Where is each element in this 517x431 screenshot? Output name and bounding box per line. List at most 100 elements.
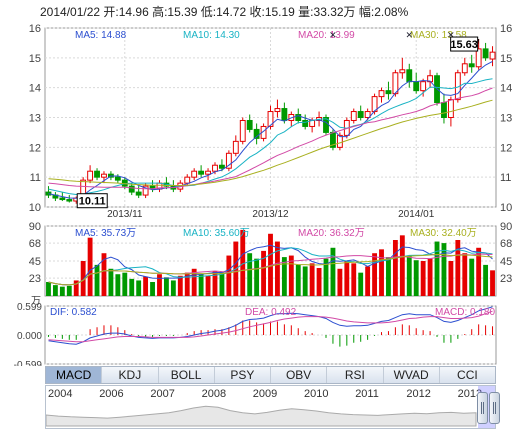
macd-ytick: 0.000 — [17, 331, 42, 342]
volume-bar — [392, 240, 398, 296]
price-ma30-line — [48, 99, 493, 186]
volume-bar — [330, 247, 336, 296]
volume-bar — [212, 271, 218, 296]
volume-bar — [434, 241, 440, 296]
navigator-year-label: 2011 — [355, 388, 379, 400]
navigator-year-label: 2008 — [201, 388, 227, 400]
event-marker: ✕ — [329, 30, 337, 40]
candle-body — [475, 48, 482, 68]
volume-bar — [386, 257, 391, 296]
volume-ma30-line — [48, 253, 493, 286]
volume-ytick-right: 23 — [500, 273, 512, 285]
tab-wvad[interactable]: WVAD — [384, 367, 440, 383]
candle-body — [232, 140, 239, 154]
candle-body — [274, 108, 281, 113]
volume-ytick-right: 90 — [500, 221, 512, 233]
volume-bar — [323, 258, 329, 296]
macd-legend-dea: DEA: 0.492 — [245, 307, 297, 318]
min-price-box — [76, 193, 108, 209]
navigator-range-handles[interactable] — [477, 392, 501, 424]
candle-body — [260, 125, 267, 139]
macd-ytick: -0.599 — [14, 360, 43, 366]
candle-body — [468, 63, 475, 68]
price-summary-header: 2014/01/22 开:14.96 高:15.39 低:14.72 收:15.… — [40, 5, 409, 19]
price-ytick-left: 13 — [29, 113, 41, 125]
tab-psy[interactable]: PSY — [215, 367, 271, 383]
candle-body — [212, 164, 218, 172]
volume-ytick-left: 90 — [29, 221, 41, 233]
volume-bar — [122, 272, 128, 296]
volume-bar — [205, 275, 211, 296]
candle-body — [295, 114, 302, 121]
timeline-navigator[interactable]: 2004 2006 2007 2008 2009 2010 2011 2012 2013 — [45, 385, 496, 429]
candle-body — [101, 173, 107, 178]
macd-panel[interactable]: -0.599 0.000 0.599 DIF: 0.582 DEA: 0.492 MACD… — [14, 302, 497, 366]
candle-body — [441, 102, 447, 119]
price-ytick-left: 11 — [30, 172, 41, 184]
max-price-label: 15.63 — [450, 39, 478, 51]
volume-bar — [344, 261, 350, 296]
event-marker: ✕ — [447, 30, 455, 40]
max-price-pointer — [477, 38, 480, 45]
volume-bar — [379, 249, 384, 296]
volume-bar — [59, 286, 65, 296]
navigator-year-label: 2012 — [406, 388, 431, 400]
volume-bar — [358, 272, 364, 296]
range-end-handle[interactable] — [489, 392, 500, 424]
volume-panel[interactable]: 23 23 45 45 68 68 90 90 万 MA5: 35.73万 MA10: 35.60万… — [29, 221, 513, 307]
macd-legend-dif: DIF: 0.582 — [50, 307, 97, 318]
price-ytick-left: 15 — [29, 53, 41, 65]
volume-bar — [448, 261, 454, 296]
candle-body — [66, 199, 73, 202]
volume-bar — [240, 229, 246, 296]
volume-legend-ma5: MA5: 35.73万 — [75, 228, 136, 239]
candle-body — [281, 108, 288, 121]
candle-body — [246, 119, 253, 130]
candle-body — [350, 111, 357, 121]
volume-bar — [441, 243, 447, 296]
volume-bar — [469, 258, 475, 296]
tab-obv[interactable]: OBV — [271, 367, 328, 383]
range-start-handle[interactable] — [477, 392, 488, 424]
volume-bar — [406, 255, 412, 296]
volume-bar — [101, 253, 107, 296]
candle-body — [364, 111, 371, 118]
navigator-year-label: 2007 — [150, 388, 175, 400]
candle-body — [198, 170, 205, 175]
volume-bar — [73, 280, 79, 296]
min-price-label: 10.11 — [79, 196, 106, 208]
tab-rsi[interactable]: RSI — [327, 367, 384, 383]
candle-body — [205, 170, 211, 175]
volume-legend-ma20: MA20: 36.32万 — [298, 228, 365, 239]
tab-kdj[interactable]: KDJ — [102, 367, 159, 383]
tab-cci[interactable]: CCI — [457, 368, 478, 382]
candle-body — [461, 63, 468, 74]
volume-bar — [365, 266, 371, 296]
volume-bar — [413, 260, 419, 296]
candle-body — [357, 111, 364, 118]
volume-bar — [302, 266, 308, 296]
candle-body — [94, 170, 100, 178]
price-panel[interactable]: 10 10 11 11 12 12 13 13 14 14 15 15 16 16 2013/11 2013/… — [29, 23, 513, 220]
volume-bar — [163, 277, 169, 296]
price-ytick-left: 10 — [29, 202, 41, 214]
price-ma5-line — [48, 60, 493, 199]
navigator-year-label: 2010 — [304, 388, 329, 400]
candle-body — [59, 197, 66, 201]
candle-body — [385, 90, 392, 95]
tab-boll[interactable]: BOLL — [159, 367, 215, 383]
volume-bar — [281, 257, 287, 296]
navigator-year-label: 2004 — [48, 388, 73, 400]
volume-bar — [399, 235, 405, 296]
volume-bar — [490, 270, 495, 296]
candle-body — [302, 119, 309, 127]
candle-body — [191, 170, 198, 178]
tab-macd[interactable]: MACD — [46, 367, 103, 383]
candle-body — [128, 185, 135, 193]
volume-bar — [66, 285, 72, 296]
candle-body — [219, 164, 225, 169]
volume-ytick-left: 45 — [29, 256, 41, 268]
volume-bar — [184, 272, 190, 296]
volume-bar — [372, 253, 378, 296]
volume-bar — [46, 282, 51, 296]
